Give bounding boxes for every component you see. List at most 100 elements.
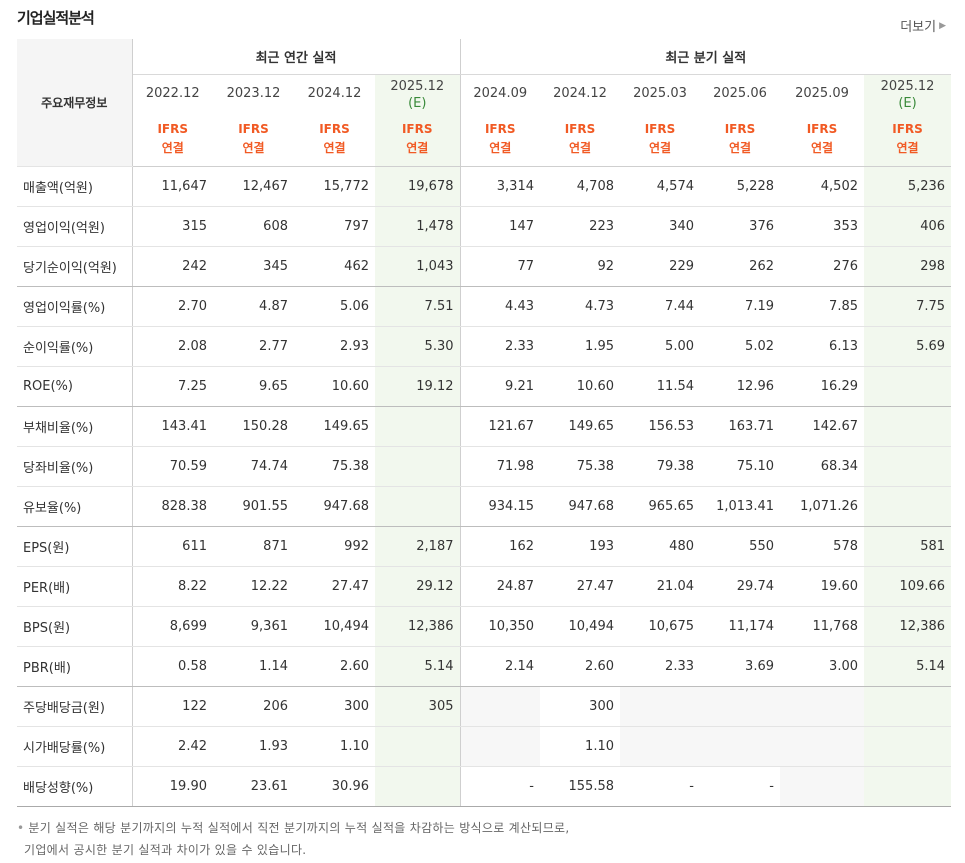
ifrs-line-2: 연결 — [323, 141, 346, 156]
row-label: 배당성향(%) — [17, 766, 133, 807]
table-cell — [780, 686, 864, 727]
table-cell: 2.08 — [132, 326, 213, 367]
ifrs-line-1: IFRS — [564, 122, 596, 137]
table-cell — [460, 726, 540, 767]
column-date-label: 2025.03 — [633, 86, 687, 102]
column-date-label: 2025.09 — [795, 86, 849, 102]
row-label: 유보율(%) — [17, 486, 133, 527]
table-cell: 8,699 — [132, 606, 213, 647]
table-cell: 109.66 — [864, 566, 952, 607]
column-date-7: 2025.06 — [700, 74, 780, 113]
table-row: 당기순이익(억원) 242 345 462 1,043 77 92 229 262 276 298 — [17, 246, 952, 287]
estimate-mark: (E) — [898, 95, 917, 111]
more-link[interactable]: 더보기 ▶ — [900, 16, 946, 35]
table-cell — [375, 766, 461, 807]
table-cell: - — [460, 766, 540, 807]
table-cell — [864, 366, 952, 407]
table-cell: 11,768 — [780, 606, 864, 647]
table-row: 유보율(%) 828.38 901.55 947.68 934.15 947.68 965.… — [17, 486, 952, 527]
table-cell: 581 — [864, 526, 952, 567]
table-cell — [780, 766, 864, 807]
table-cell: 7.85 — [780, 286, 864, 327]
ifrs-line-2: 연결 — [242, 141, 265, 156]
table-cell: 376 — [700, 206, 780, 247]
footnote-line-1: 분기 실적은 해당 분기까지의 누적 실적에서 직전 분기까지의 누적 실적을 … — [28, 821, 570, 835]
table-cell: 9.21 — [460, 366, 540, 407]
table-cell: 70.59 — [132, 446, 213, 487]
table-cell — [700, 726, 780, 767]
column-date-8: 2025.09 — [780, 74, 864, 113]
table-cell: 19.90 — [132, 766, 213, 807]
column-date-0: 2022.12 — [132, 74, 213, 113]
table-cell: 2.60 — [540, 646, 620, 687]
table-cell: 4,502 — [780, 166, 864, 207]
ifrs-line-1: IFRS — [644, 122, 676, 137]
table-cell: 2.14 — [460, 646, 540, 687]
table-cell — [375, 486, 461, 527]
table-cell: 462 — [294, 246, 375, 287]
ifrs-label-1: IFRS 연결 — [213, 113, 294, 167]
table-cell: 4.43 — [460, 286, 540, 327]
table-cell: 12,386 — [375, 606, 461, 647]
table-cell: 162 — [460, 526, 540, 567]
table-cell: 276 — [780, 246, 864, 287]
table-cell: 23.61 — [213, 766, 294, 807]
ifrs-label-7: IFRS 연결 — [700, 113, 780, 167]
column-date-5: 2024.12 — [540, 74, 620, 113]
column-date-3: 2025.12 (E) — [375, 74, 461, 113]
table-cell: - — [700, 766, 780, 807]
ifrs-line-2: 연결 — [728, 141, 752, 156]
table-cell: 147 — [460, 206, 540, 247]
ifrs-line-1: IFRS — [157, 122, 189, 137]
table-cell: 10,350 — [460, 606, 540, 647]
financial-table: 주요재무정보 최근 연간 실적 최근 분기 실적 2022.12 2023.12 2… — [17, 39, 952, 807]
table-cell: 1.93 — [213, 726, 294, 767]
column-date-label: 2025.06 — [713, 86, 767, 102]
table-row: 배당성향(%) 19.90 23.61 30.96-155.58- - — [17, 766, 952, 807]
table-cell: 4.87 — [213, 286, 294, 327]
table-cell — [780, 726, 864, 767]
column-date-label: 2023.12 — [226, 86, 281, 102]
column-date-9: 2025.12 (E) — [864, 74, 952, 113]
more-link-label: 더보기 — [900, 20, 937, 35]
footnote-line-2: 기업에서 공시한 분기 실적과 차이가 있을 수 있습니다. — [24, 843, 307, 857]
table-cell: 934.15 — [460, 486, 540, 527]
table-cell: 992 — [294, 526, 375, 567]
row-label: PER(배) — [17, 566, 133, 607]
table-cell — [620, 686, 700, 727]
table-cell: 7.19 — [700, 286, 780, 327]
table-cell: 828.38 — [132, 486, 213, 527]
table-cell — [864, 446, 952, 487]
table-cell: 5.14 — [864, 646, 952, 687]
table-cell: 8.22 — [132, 566, 213, 607]
table-cell: - — [620, 766, 700, 807]
table-cell — [375, 726, 461, 767]
estimate-mark: (E) — [408, 95, 427, 111]
table-cell: 142.67 — [780, 406, 864, 447]
table-cell: 10,494 — [540, 606, 620, 647]
table-cell: 1,478 — [375, 206, 461, 247]
table-cell: 229 — [620, 246, 700, 287]
table-cell: 9.65 — [213, 366, 294, 407]
table-cell: 29.74 — [700, 566, 780, 607]
table-cell: 1.10 — [540, 726, 620, 767]
table-cell — [700, 686, 780, 727]
table-row: ROE(%) 7.25 9.65 10.60 19.12 9.21 10.60 11.54 12… — [17, 366, 952, 407]
ifrs-line-2: 연결 — [896, 141, 919, 156]
table-cell: 901.55 — [213, 486, 294, 527]
ifrs-line-1: IFRS — [238, 122, 269, 137]
table-cell: 155.58 — [540, 766, 620, 807]
table-cell: 2.70 — [132, 286, 213, 327]
table-cell: 353 — [780, 206, 864, 247]
ifrs-label-4: IFRS 연결 — [460, 113, 540, 167]
table-cell: 1.95 — [540, 326, 620, 367]
table-cell: 608 — [213, 206, 294, 247]
table-cell: 149.65 — [294, 406, 375, 447]
row-label: 주당배당금(원) — [17, 686, 133, 727]
table-cell: 947.68 — [540, 486, 620, 527]
column-date-label: 2022.12 — [145, 86, 200, 102]
ifrs-label-9: IFRS 연결 — [864, 113, 952, 167]
table-cell: 611 — [132, 526, 213, 567]
ifrs-line-2: 연결 — [161, 141, 184, 156]
column-date-label: 2025.12 — [390, 78, 445, 94]
